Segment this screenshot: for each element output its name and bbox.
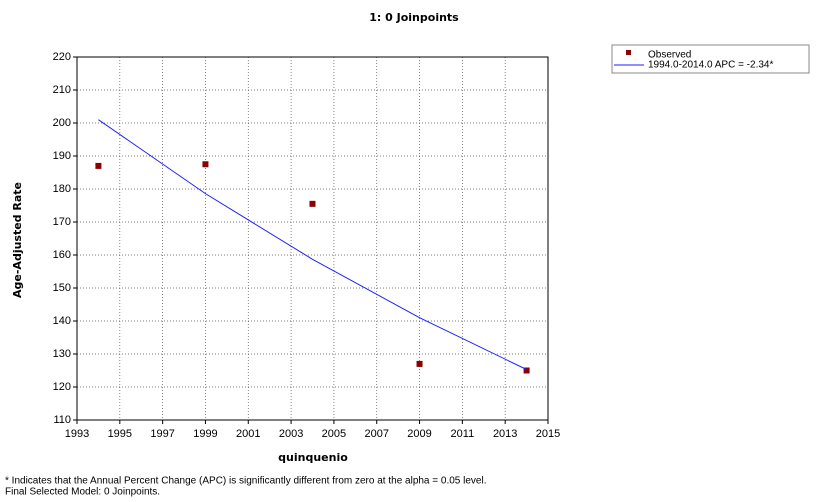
x-tick-label: 2015 [536, 428, 560, 440]
y-tick-label: 160 [53, 249, 71, 261]
y-tick-label: 120 [53, 381, 71, 393]
observed-point [95, 162, 102, 169]
legend-box [611, 44, 810, 74]
observed-point [202, 161, 209, 168]
y-axis-label: Age-Adjusted Rate [11, 182, 24, 298]
x-tick-label: 2001 [236, 428, 260, 440]
x-tick-label: 2013 [493, 428, 517, 440]
x-tick-label: 1997 [150, 428, 174, 440]
y-tick-label: 200 [53, 117, 71, 129]
fitted-line [98, 119, 527, 370]
x-tick-label: 1999 [193, 428, 217, 440]
x-axis-label: quinquenio [278, 451, 348, 464]
x-tick-label: 2003 [279, 428, 303, 440]
y-tick-label: 140 [53, 315, 71, 327]
y-tick-label: 130 [53, 348, 71, 360]
y-tick-label: 180 [53, 183, 71, 195]
chart-title: 1: 0 Joinpoints [369, 11, 459, 24]
y-tick-label: 110 [53, 414, 71, 426]
x-tick-label: 1995 [108, 428, 132, 440]
x-tick-label: 2005 [322, 428, 346, 440]
y-tick-label: 190 [53, 150, 71, 162]
x-tick-label: 2009 [407, 428, 431, 440]
plot-frame [76, 56, 549, 421]
x-tick-label: 2011 [451, 428, 475, 440]
x-tick-label: 2007 [364, 428, 388, 440]
observed-point [416, 360, 423, 367]
y-tick-label: 170 [53, 216, 71, 228]
y-tick-label: 150 [53, 282, 71, 294]
legend-label: Observed [648, 50, 691, 61]
y-tick-label: 210 [53, 84, 71, 96]
observed-point [523, 367, 530, 374]
legend-label: 1994.0-2014.0 APC = -2.34* [648, 60, 773, 71]
legend-marker [626, 50, 631, 55]
observed-point [309, 200, 316, 207]
x-tick-label: 1993 [65, 428, 89, 440]
y-tick-label: 220 [53, 51, 71, 63]
footnote: * Indicates that the Annual Percent Chan… [5, 476, 486, 487]
footnote: Final Selected Model: 0 Joinpoints. [5, 487, 160, 498]
